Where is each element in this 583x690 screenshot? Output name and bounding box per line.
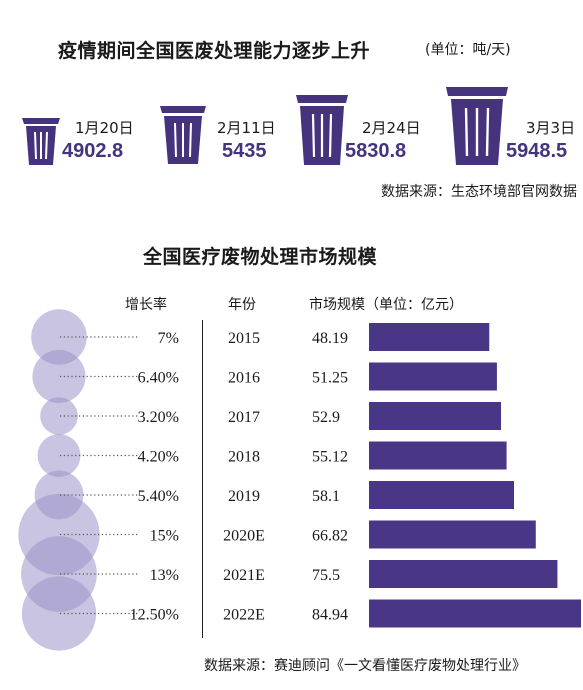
growth-label: 7% xyxy=(158,330,179,347)
bin-date: 2月24日 xyxy=(362,119,421,137)
growth-bubble xyxy=(31,309,87,365)
market-bar xyxy=(369,599,581,628)
value-label: 84.94 xyxy=(312,607,348,624)
growth-bubble xyxy=(32,349,86,404)
market-bar xyxy=(369,520,536,549)
market-bar xyxy=(369,441,507,470)
market-title: 全国医疗废物处理市场规模 xyxy=(143,246,378,268)
growth-label: 5.40% xyxy=(138,488,179,505)
value-label: 58.1 xyxy=(312,488,340,505)
year-label: 2020E xyxy=(223,528,265,545)
market-bar xyxy=(369,560,558,588)
growth-label: 13% xyxy=(150,567,179,584)
growth-bubble xyxy=(40,397,78,435)
year-label: 2021E xyxy=(223,567,265,584)
year-label: 2015 xyxy=(228,330,260,347)
value-label: 55.12 xyxy=(312,449,348,466)
trash-bin-icon xyxy=(296,95,348,165)
value-label: 52.9 xyxy=(312,409,340,426)
growth-bubble xyxy=(21,576,97,651)
growth-bubbles xyxy=(18,309,100,651)
size-header: 市场规模（单位：亿元） xyxy=(309,297,463,313)
bin-value: 5435 xyxy=(222,140,267,162)
trash-bin-icon xyxy=(22,118,60,165)
growth-header: 增长率 xyxy=(125,297,167,313)
bin-date: 2月11日 xyxy=(217,119,276,137)
year-label: 2018 xyxy=(228,449,260,466)
capacity-unit: (单位：吨/天) xyxy=(425,42,511,58)
year-label: 2017 xyxy=(228,409,260,426)
growth-label: 15% xyxy=(150,528,179,545)
year-header: 年份 xyxy=(228,297,256,313)
row-labels: 7% 2015 48.19 6.40% 2016 51.25 3.20% 2017 52.9 4.… xyxy=(130,330,348,624)
value-label: 75.5 xyxy=(312,567,340,584)
capacity-title: 疫情期间全国医废处理能力逐步上升 xyxy=(58,40,371,62)
market-bar xyxy=(369,402,502,430)
market-source: 数据来源：赛迪顾问《一文看懂医疗废物处理行业》 xyxy=(204,658,526,674)
capacity-source: 数据来源：生态环境部官网数据 xyxy=(381,184,577,200)
bin-value: 5948.5 xyxy=(506,140,568,162)
growth-label: 4.20% xyxy=(138,449,179,466)
growth-label: 6.40% xyxy=(138,370,179,387)
growth-bubble xyxy=(37,433,81,478)
bin-value: 5830.8 xyxy=(345,140,407,162)
year-label: 2022E xyxy=(223,607,265,624)
growth-label: 12.50% xyxy=(130,607,179,624)
value-label: 66.82 xyxy=(312,528,348,545)
year-label: 2016 xyxy=(228,370,260,387)
value-label: 51.25 xyxy=(312,370,348,387)
leader-lines xyxy=(60,336,138,615)
market-bars xyxy=(369,323,581,628)
year-label: 2019 xyxy=(228,488,260,505)
value-label: 48.19 xyxy=(312,330,348,347)
market-bar xyxy=(369,481,515,509)
bin-value: 4902.8 xyxy=(62,140,124,162)
bin-date: 1月20日 xyxy=(75,119,134,137)
trash-bin-icon xyxy=(446,87,508,165)
column-divider xyxy=(202,320,203,638)
market-bar xyxy=(369,362,497,391)
trash-bin-icon xyxy=(160,106,206,164)
growth-label: 3.20% xyxy=(138,409,179,426)
market-bar xyxy=(369,323,490,351)
bin-date: 3月3日 xyxy=(526,119,576,137)
